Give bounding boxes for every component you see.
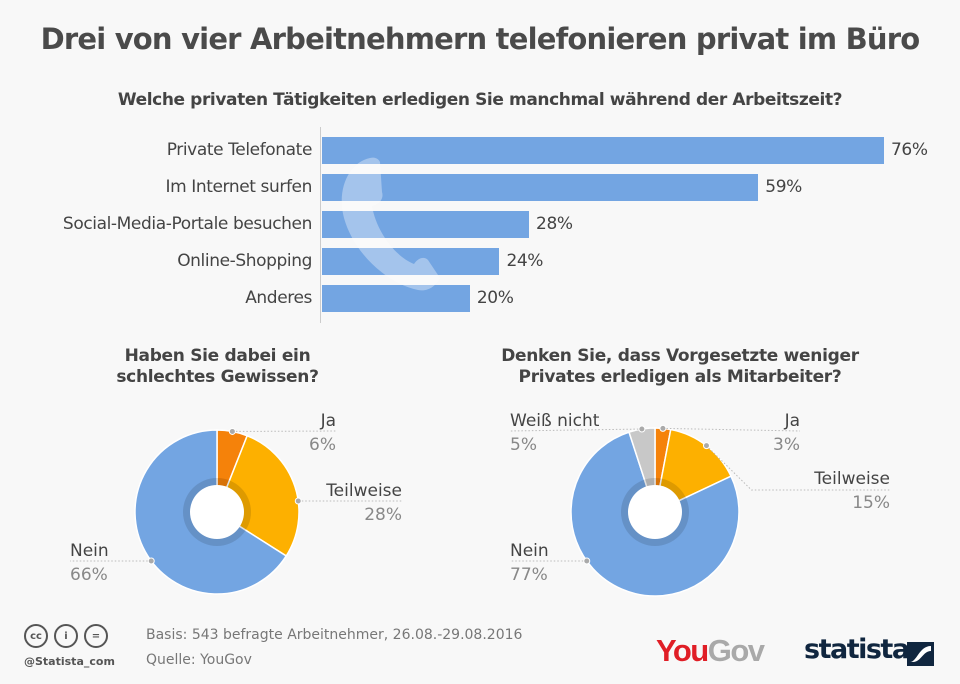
bar-category-label: Private Telefonate xyxy=(166,140,313,160)
slice-value: 15% xyxy=(852,493,890,513)
bar-category-label: Online-Shopping xyxy=(177,251,312,271)
bar-value-label: 76% xyxy=(891,140,928,160)
bar-category-label: Im Internet surfen xyxy=(165,177,312,197)
slice-value: 5% xyxy=(510,435,537,455)
bar xyxy=(322,174,759,201)
slice-label: Ja xyxy=(320,411,336,431)
yougov-logo-gov: Gov xyxy=(707,633,765,668)
donut2-question-line2: Privates erledigen als Mitarbeiter? xyxy=(518,367,842,387)
donut1-question: Haben Sie dabei ein schlechtes Gewissen? xyxy=(80,346,355,388)
footer-basis: Basis: 543 befragte Arbeitnehmer, 26.08.… xyxy=(146,627,523,643)
donut-hole xyxy=(628,485,682,539)
bar-value-label: 20% xyxy=(476,288,514,308)
bar-value-label: 59% xyxy=(765,177,802,197)
bar-chart-question: Welche privaten Tätigkeiten erledigen Si… xyxy=(117,90,843,110)
yougov-logo: YouGov xyxy=(656,633,765,669)
slice-value: 6% xyxy=(309,435,336,455)
slice-value: 28% xyxy=(364,505,402,525)
slice-value: 77% xyxy=(510,565,548,585)
bar-value-label: 28% xyxy=(536,214,573,234)
donut1-question-line2: schlechtes Gewissen? xyxy=(116,367,319,387)
bar-category-label: Anderes xyxy=(245,288,312,308)
bar-value-label: 24% xyxy=(506,251,544,271)
chart-title: Drei von vier Arbeitnehmern telefonieren… xyxy=(40,22,921,56)
slice-value: 3% xyxy=(773,435,800,455)
statista-handle: @Statista_com xyxy=(24,655,115,668)
yougov-logo-you: You xyxy=(656,633,709,668)
attribution-icon: i xyxy=(54,624,78,648)
slice-label: Teilweise xyxy=(326,481,402,501)
donut2-question-line1: Denken Sie, dass Vorgesetzte weniger xyxy=(501,346,859,366)
slice-label: Teilweise xyxy=(814,469,890,489)
bar-category-label: Social-Media-Portale besuchen xyxy=(62,214,312,234)
donut-slice-teilweise xyxy=(216,434,300,557)
slice-label: Ja xyxy=(784,411,800,431)
slice-label: Nein xyxy=(70,541,109,561)
statista-logo-icon xyxy=(907,642,934,666)
bar-axis-line xyxy=(320,127,321,323)
donut2-question: Denken Sie, dass Vorgesetzte weniger Pri… xyxy=(480,346,880,388)
donut-hole xyxy=(190,485,244,539)
bar xyxy=(322,137,884,164)
no-derivatives-icon: = xyxy=(84,624,108,648)
cc-icon: cc xyxy=(24,624,48,648)
slice-label: Nein xyxy=(510,541,549,561)
bar xyxy=(322,211,530,238)
bar xyxy=(322,248,500,275)
statista-logo: statista xyxy=(804,634,910,665)
slice-label: Weiß nicht xyxy=(510,411,600,431)
bar xyxy=(322,285,470,312)
footer-source: Quelle: YouGov xyxy=(146,652,252,668)
slice-value: 66% xyxy=(70,565,108,585)
donut1-question-line1: Haben Sie dabei ein xyxy=(124,346,311,366)
license-icons: cc i = xyxy=(24,624,108,648)
